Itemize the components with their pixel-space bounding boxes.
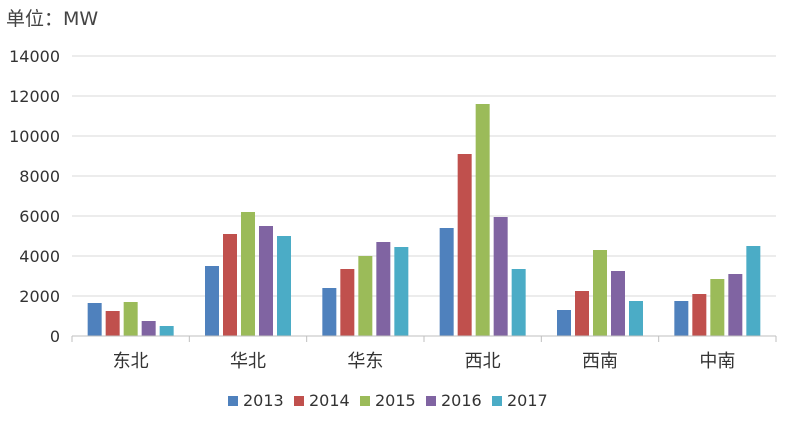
bar-2016-3 <box>376 242 391 336</box>
bar-2014-1 <box>105 311 120 336</box>
bar-2014-2 <box>223 234 237 336</box>
legend-label-2017: 2017 <box>507 391 548 410</box>
y-tick-label: 12000 <box>9 87 60 106</box>
y-tick-label: 2000 <box>19 287 60 306</box>
y-tick-label: 0 <box>50 327 60 346</box>
legend: 2013 2014 2015 2016 2017 <box>228 391 548 410</box>
bar-2013-1 <box>87 303 102 336</box>
x-tick-label: 东北 <box>113 351 149 372</box>
bar-2013-5 <box>557 310 571 336</box>
bar-2016-6 <box>728 274 743 336</box>
legend-swatch-2016 <box>426 396 436 406</box>
bar-2014-5 <box>575 291 589 336</box>
bar-2014-6 <box>692 294 707 336</box>
bar-2017-2 <box>277 236 291 336</box>
bar-2014-3 <box>340 269 355 336</box>
y-axis: 0 2000 4000 6000 8000 10000 12000 14000 <box>9 47 60 346</box>
legend-label-2016: 2016 <box>441 391 482 410</box>
legend-label-2015: 2015 <box>375 391 416 410</box>
bar-2015-1 <box>123 302 138 336</box>
bar-2017-6 <box>746 246 761 336</box>
y-tick-label: 10000 <box>9 127 60 146</box>
bar-2016-2 <box>259 226 273 336</box>
x-axis: 东北 华北 华东 西北 西南 中南 <box>71 335 777 372</box>
bar-2017-5 <box>629 301 643 336</box>
bars <box>87 104 761 336</box>
legend-swatch-2013 <box>228 396 238 406</box>
bar-2015-4 <box>475 104 490 336</box>
legend-swatch-2014 <box>294 396 304 406</box>
y-tick-label: 14000 <box>9 47 60 66</box>
legend-label-2014: 2014 <box>309 391 350 410</box>
bar-2017-1 <box>159 326 174 336</box>
bar-2015-2 <box>241 212 255 336</box>
bar-2017-4 <box>511 269 526 336</box>
legend-label-2013: 2013 <box>243 391 284 410</box>
y-tick-label: 6000 <box>19 207 60 226</box>
legend-swatch-2017 <box>492 396 502 406</box>
bar-2016-1 <box>141 321 156 336</box>
bar-2013-3 <box>322 288 337 336</box>
x-tick-label: 华北 <box>230 351 266 372</box>
x-tick-label: 华东 <box>347 351 383 372</box>
bar-2015-5 <box>593 250 607 336</box>
x-tick-label: 西北 <box>465 351 501 372</box>
bar-2013-2 <box>205 266 219 336</box>
bar-2017-3 <box>394 247 409 336</box>
legend-swatch-2015 <box>360 396 370 406</box>
bar-2016-4 <box>493 217 508 336</box>
y-tick-label: 4000 <box>19 247 60 266</box>
x-tick-label: 西南 <box>582 351 618 372</box>
bar-2014-4 <box>457 154 472 336</box>
bar-2015-3 <box>358 256 373 336</box>
bar-2015-6 <box>710 279 725 336</box>
unit-label: 单位：MW <box>6 8 99 30</box>
gridlines <box>72 55 776 297</box>
bar-2016-5 <box>611 271 625 336</box>
bar-2013-4 <box>439 228 454 336</box>
bar-2013-6 <box>674 301 689 336</box>
y-tick-label: 8000 <box>19 167 60 186</box>
x-tick-label: 中南 <box>699 351 735 372</box>
